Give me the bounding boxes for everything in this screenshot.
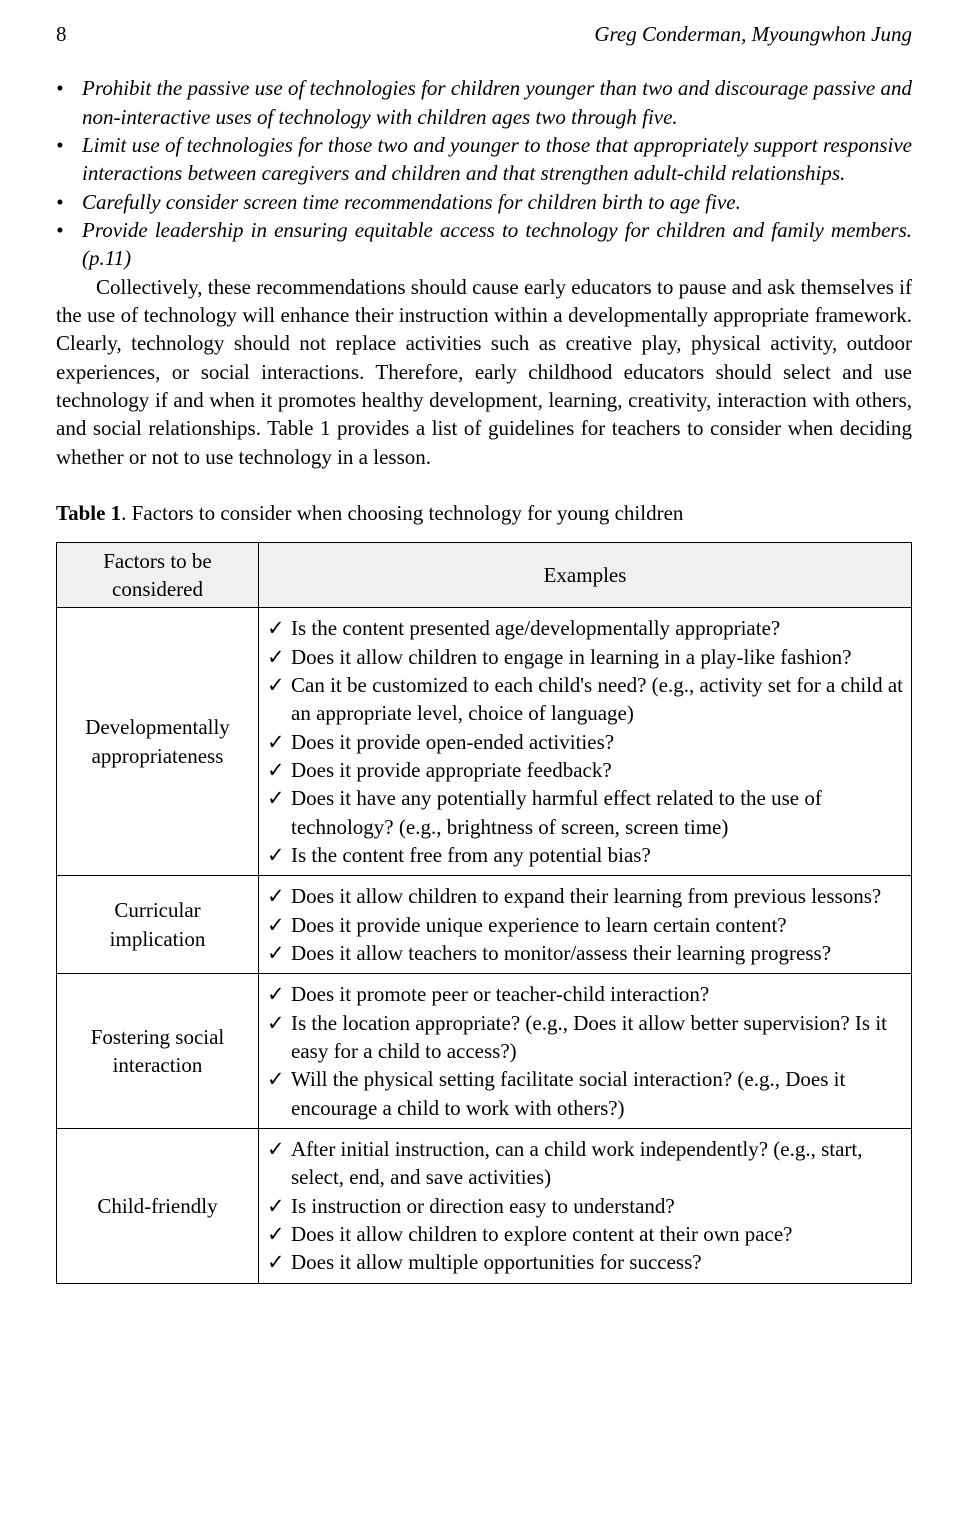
examples-cell: After initial instruction, can a child w… (259, 1129, 912, 1284)
example-item: Does it provide unique experience to lea… (267, 911, 903, 939)
italic-bullet-list: Prohibit the passive use of technologies… (56, 74, 912, 272)
table-label: Table 1 (56, 501, 121, 525)
table-body: Developmentally appropriateness Is the co… (57, 608, 912, 1284)
example-item: Does it have any potentially harmful eff… (267, 784, 903, 841)
examples-list: Does it promote peer or teacher-child in… (267, 980, 903, 1122)
factor-cell: Developmentally appropriateness (57, 608, 259, 876)
factor-cell: Child-friendly (57, 1129, 259, 1284)
example-item: Will the physical setting facilitate soc… (267, 1065, 903, 1122)
example-item: After initial instruction, can a child w… (267, 1135, 903, 1192)
examples-cell: Is the content presented age/development… (259, 608, 912, 876)
table-row: Developmentally appropriateness Is the co… (57, 608, 912, 876)
table-caption: Table 1. Factors to consider when choosi… (56, 499, 912, 527)
examples-list: Is the content presented age/development… (267, 614, 903, 869)
paragraph-text: Collectively, these recommendations shou… (56, 275, 912, 469)
col-header-examples: Examples (259, 542, 912, 608)
factors-table: Factors to be considered Examples Develo… (56, 542, 912, 1284)
page-container: 8 Greg Conderman, Myoungwhon Jung Prohib… (0, 0, 960, 1514)
running-authors: Greg Conderman, Myoungwhon Jung (594, 20, 912, 48)
bullet-item: Carefully consider screen time recommend… (56, 188, 912, 216)
table-row: Fostering social interaction Does it prom… (57, 974, 912, 1129)
example-item: Does it allow children to expand their l… (267, 882, 903, 910)
table-header-row: Factors to be considered Examples (57, 542, 912, 608)
example-item: Does it allow children to explore conten… (267, 1220, 903, 1248)
table-row: Child-friendlyAfter initial instruction,… (57, 1129, 912, 1284)
factor-cell: Curricular implication (57, 876, 259, 974)
examples-list: After initial instruction, can a child w… (267, 1135, 903, 1277)
example-item: Is the content presented age/development… (267, 614, 903, 642)
bullet-item: Provide leadership in ensuring equitable… (56, 216, 912, 273)
examples-cell: Does it allow children to expand their l… (259, 876, 912, 974)
example-item: Can it be customized to each child's nee… (267, 671, 903, 728)
example-item: Is instruction or direction easy to unde… (267, 1192, 903, 1220)
table-caption-text: . Factors to consider when choosing tech… (121, 501, 683, 525)
example-item: Is the location appropriate? (e.g., Does… (267, 1009, 903, 1066)
example-item: Does it provide appropriate feedback? (267, 756, 903, 784)
example-item: Does it provide open-ended activities? (267, 728, 903, 756)
example-item: Does it allow children to engage in lear… (267, 643, 903, 671)
bullet-item: Limit use of technologies for those two … (56, 131, 912, 188)
col-header-factors: Factors to be considered (57, 542, 259, 608)
running-head: 8 Greg Conderman, Myoungwhon Jung (56, 20, 912, 48)
example-item: Is the content free from any potential b… (267, 841, 903, 869)
examples-list: Does it allow children to expand their l… (267, 882, 903, 967)
examples-cell: Does it promote peer or teacher-child in… (259, 974, 912, 1129)
example-item: Does it promote peer or teacher-child in… (267, 980, 903, 1008)
example-item: Does it allow teachers to monitor/assess… (267, 939, 903, 967)
bullet-item: Prohibit the passive use of technologies… (56, 74, 912, 131)
page-number: 8 (56, 20, 67, 48)
body-paragraph: Collectively, these recommendations shou… (56, 273, 912, 471)
example-item: Does it allow multiple opportunities for… (267, 1248, 903, 1276)
factor-cell: Fostering social interaction (57, 974, 259, 1129)
table-row: Curricular implication Does it allow chil… (57, 876, 912, 974)
